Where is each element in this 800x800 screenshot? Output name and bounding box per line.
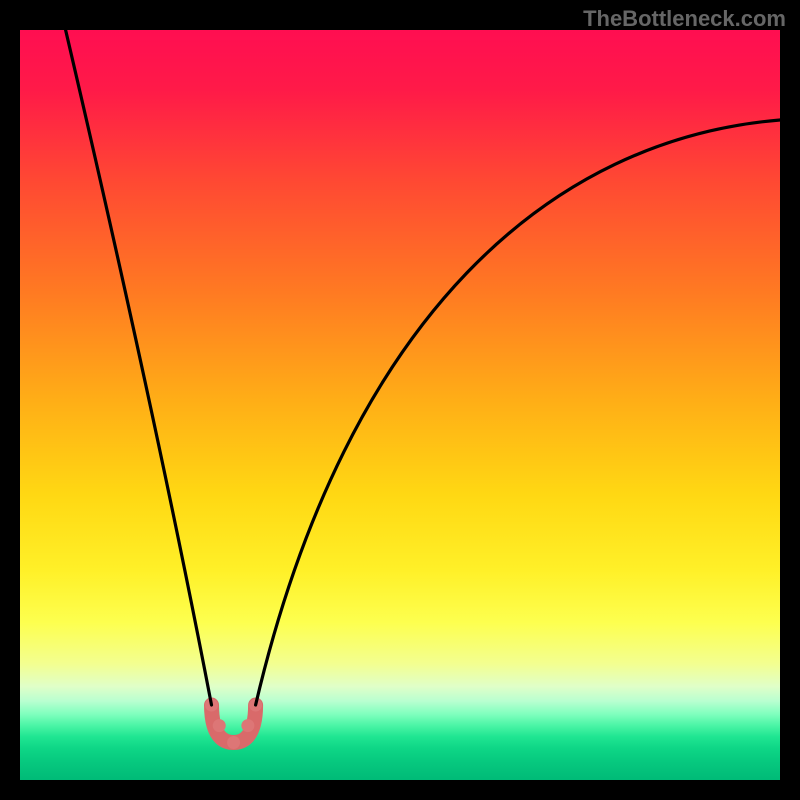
notch-dot bbox=[213, 719, 226, 732]
chart-container: TheBottleneck.com bbox=[0, 0, 800, 800]
attribution-text: TheBottleneck.com bbox=[583, 6, 786, 32]
notch-dot bbox=[241, 719, 254, 732]
plot-area bbox=[20, 30, 780, 780]
notch-dot bbox=[227, 736, 240, 749]
bottleneck-chart bbox=[0, 0, 800, 800]
